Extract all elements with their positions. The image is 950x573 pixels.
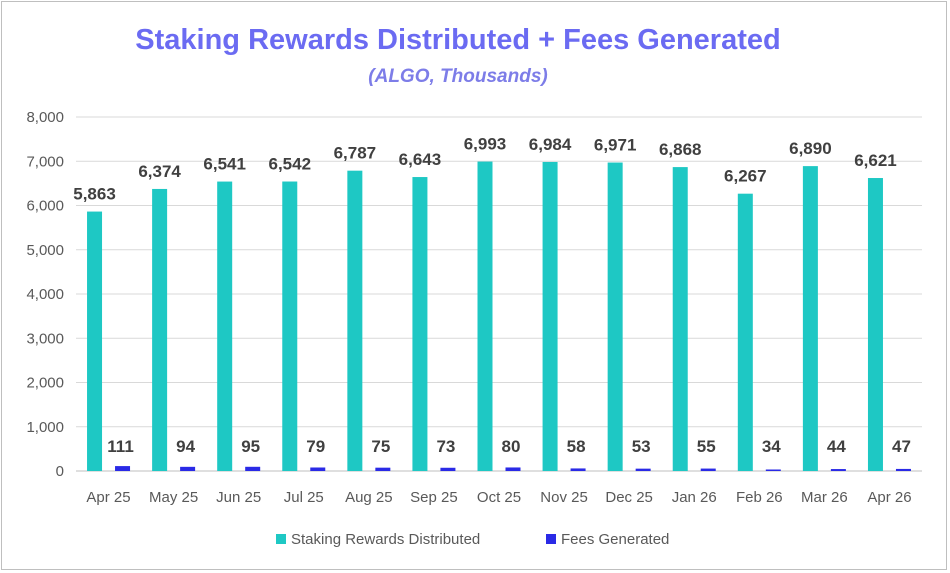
bar-staking-rewards xyxy=(87,211,103,471)
y-tick-label: 4,000 xyxy=(26,286,64,303)
bar-staking-rewards xyxy=(542,161,558,471)
data-label-staking-rewards: 5,863 xyxy=(73,185,116,204)
data-label-staking-rewards: 6,890 xyxy=(789,139,832,158)
bar-fees-generated xyxy=(895,468,911,471)
legend-label-staking-rewards: Staking Rewards Distributed xyxy=(291,531,480,548)
bar-staking-rewards xyxy=(737,193,753,472)
x-tick-label: Mar 26 xyxy=(801,489,848,506)
bar-fees-generated xyxy=(180,466,196,471)
x-tick-label: Dec 25 xyxy=(605,489,653,506)
data-label-staking-rewards: 6,542 xyxy=(268,155,311,174)
y-tick-label: 1,000 xyxy=(26,419,64,436)
y-tick-label: 0 xyxy=(56,463,64,480)
legend-swatch-fees-generated xyxy=(546,534,556,544)
bar-fees-generated xyxy=(505,467,521,471)
data-label-staking-rewards: 6,971 xyxy=(594,136,637,155)
bar-fees-generated xyxy=(375,467,391,471)
bar-fees-generated xyxy=(570,468,586,471)
data-label-fees-generated: 47 xyxy=(892,437,911,456)
bar-staking-rewards xyxy=(477,161,493,471)
data-label-staking-rewards: 6,621 xyxy=(854,151,897,170)
data-label-fees-generated: 75 xyxy=(371,437,390,456)
bar-staking-rewards xyxy=(607,162,623,471)
data-label-fees-generated: 79 xyxy=(306,437,325,456)
data-label-fees-generated: 34 xyxy=(762,437,781,456)
bar-fees-generated xyxy=(635,468,651,471)
bar-fees-generated xyxy=(310,467,326,471)
x-tick-label: Apr 26 xyxy=(867,489,911,506)
data-label-fees-generated: 53 xyxy=(632,437,651,456)
bar-staking-rewards xyxy=(152,188,168,471)
bar-staking-rewards xyxy=(867,178,883,471)
data-label-fees-generated: 95 xyxy=(241,437,260,456)
data-label-staking-rewards: 6,267 xyxy=(724,167,767,186)
x-tick-label: Nov 25 xyxy=(540,489,588,506)
data-label-staking-rewards: 6,984 xyxy=(529,135,572,154)
bar-fees-generated xyxy=(440,467,456,471)
x-tick-label: Jul 25 xyxy=(284,489,324,506)
data-label-fees-generated: 44 xyxy=(827,437,846,456)
bar-fees-generated xyxy=(115,466,131,471)
bar-fees-generated xyxy=(765,469,781,471)
y-tick-label: 2,000 xyxy=(26,375,64,392)
x-tick-label: Jan 26 xyxy=(672,489,717,506)
y-tick-label: 5,000 xyxy=(26,242,64,259)
data-label-staking-rewards: 6,993 xyxy=(464,135,507,154)
chart-subtitle: (ALGO, Thousands) xyxy=(368,66,548,87)
data-label-fees-generated: 80 xyxy=(502,437,521,456)
data-label-fees-generated: 58 xyxy=(567,437,586,456)
data-label-fees-generated: 55 xyxy=(697,437,716,456)
data-label-fees-generated: 111 xyxy=(107,437,134,456)
data-label-staking-rewards: 6,374 xyxy=(138,162,181,181)
x-tick-label: Feb 26 xyxy=(736,489,783,506)
bar-staking-rewards xyxy=(672,167,688,471)
x-tick-label: Sep 25 xyxy=(410,489,458,506)
x-tick-label: Jun 25 xyxy=(216,489,261,506)
bar-fees-generated xyxy=(245,466,261,471)
x-tick-label: Aug 25 xyxy=(345,489,393,506)
legend-label-fees-generated: Fees Generated xyxy=(561,531,669,548)
data-label-staking-rewards: 6,787 xyxy=(334,144,377,163)
data-label-fees-generated: 73 xyxy=(436,437,455,456)
bar-fees-generated xyxy=(830,469,846,471)
chart-title: Staking Rewards Distributed + Fees Gener… xyxy=(135,24,781,56)
bar-staking-rewards xyxy=(802,166,818,471)
y-tick-label: 3,000 xyxy=(26,330,64,347)
bar-staking-rewards xyxy=(217,181,233,472)
legend-swatch-staking-rewards xyxy=(276,534,286,544)
bar-staking-rewards xyxy=(282,181,298,472)
x-tick-label: Apr 25 xyxy=(86,489,130,506)
bar-staking-rewards xyxy=(412,177,428,472)
data-label-fees-generated: 94 xyxy=(176,437,195,456)
y-tick-label: 7,000 xyxy=(26,153,64,170)
bar-staking-rewards xyxy=(347,170,363,472)
x-tick-label: May 25 xyxy=(149,489,198,506)
y-tick-label: 8,000 xyxy=(26,109,64,126)
data-label-staking-rewards: 6,643 xyxy=(399,150,442,169)
y-tick-label: 6,000 xyxy=(26,198,64,215)
data-label-staking-rewards: 6,541 xyxy=(203,155,246,174)
bar-fees-generated xyxy=(700,468,716,471)
x-tick-label: Oct 25 xyxy=(477,489,521,506)
data-label-staking-rewards: 6,868 xyxy=(659,140,702,159)
